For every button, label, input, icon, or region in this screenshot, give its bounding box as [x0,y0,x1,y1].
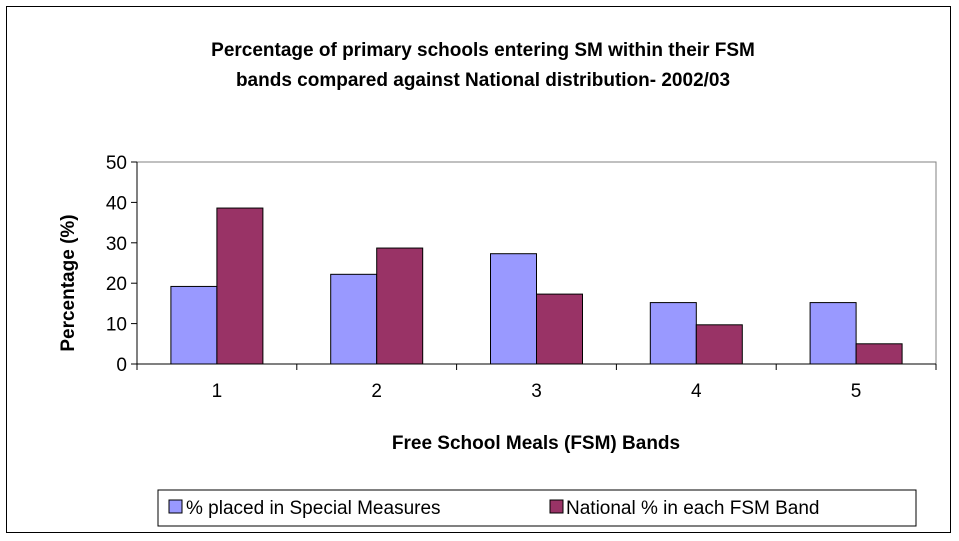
bar-series-2-category-2 [376,247,424,365]
chart-frame [6,6,951,533]
legend-box [157,489,917,527]
legend-label-special-measures: % placed in Special Measures [186,498,441,519]
bar-series-1-category-5 [809,302,857,365]
y-tick-label: 50 [106,153,127,174]
bar-series-2-category-5 [855,343,903,365]
y-tick-label: 0 [116,355,127,376]
x-tick-label: 1 [212,381,223,402]
chart-title-line-2: bands compared against National distribu… [236,70,730,91]
x-tick-label: 5 [851,381,862,402]
plot-area: 0 10 20 30 40 50 1 2 3 4 5 [106,153,937,402]
bar-series-2-category-1 [216,207,264,365]
legend: % placed in Special Measures National % … [157,489,917,527]
bar-series-1-category-1 [170,285,218,365]
chart-title-line-1: Percentage of primary schools entering S… [211,40,755,61]
bar-series-2-category-4 [695,324,743,365]
legend-swatch-national [549,499,564,514]
legend-swatch-special-measures [168,499,183,514]
y-tick-label: 30 [106,234,127,255]
x-tick-label: 4 [691,381,702,402]
bar-series-1-category-3 [490,253,537,365]
bar-series-1-category-4 [649,302,697,365]
y-tick-label: 40 [106,193,127,214]
y-axis-title: Percentage (%) [58,214,79,351]
x-tick-label: 2 [371,381,382,402]
x-tick-label: 3 [531,381,542,402]
legend-label-national: National % in each FSM Band [566,498,819,519]
bar-series-2-category-3 [536,293,583,365]
x-axis-title: Free School Meals (FSM) Bands [392,433,680,454]
y-tick-label: 20 [106,274,127,295]
y-tick-label: 10 [106,315,127,336]
bar-series-1-category-2 [330,273,378,365]
